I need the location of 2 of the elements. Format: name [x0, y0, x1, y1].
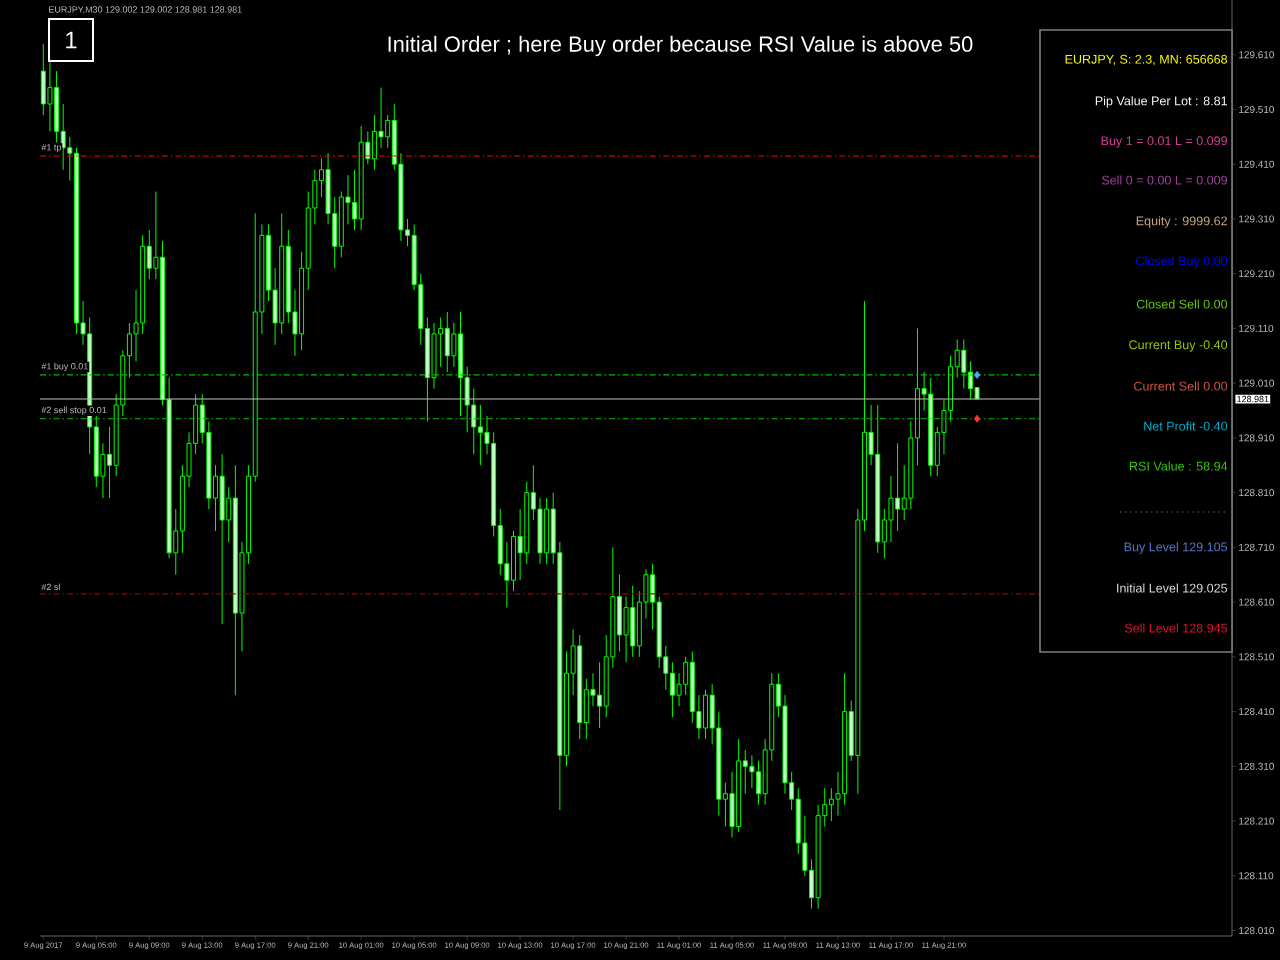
text: Initial Order ; here Buy order because RSI Value is above 50 [388, 35, 973, 57]
annotation: 1 [66, 31, 77, 49]
